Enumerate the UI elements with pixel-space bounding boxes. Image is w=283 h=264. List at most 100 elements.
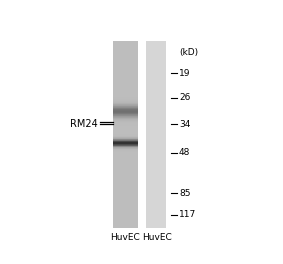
Bar	[113, 71, 138, 72]
Bar	[113, 170, 138, 171]
Bar	[113, 182, 138, 183]
Bar	[113, 223, 138, 224]
Bar	[113, 96, 138, 97]
Bar	[113, 123, 138, 124]
Bar	[113, 113, 138, 114]
Bar	[113, 150, 138, 151]
Bar	[113, 145, 138, 146]
Bar	[113, 213, 138, 214]
Bar	[113, 70, 138, 71]
Bar	[113, 80, 138, 81]
Bar	[113, 132, 138, 133]
Bar	[113, 146, 138, 147]
Bar	[113, 202, 138, 203]
Text: 85: 85	[179, 189, 190, 198]
Bar	[113, 208, 138, 209]
Bar	[113, 45, 138, 46]
Bar	[113, 88, 138, 89]
Bar	[113, 204, 138, 205]
Bar	[113, 180, 138, 181]
Bar	[113, 76, 138, 77]
Bar	[113, 72, 138, 73]
Bar	[113, 134, 138, 135]
Bar	[113, 158, 138, 159]
Bar	[113, 104, 138, 105]
Text: 34: 34	[179, 120, 190, 129]
Bar	[113, 66, 138, 67]
Bar	[113, 103, 138, 104]
Bar	[113, 141, 138, 142]
Bar	[113, 64, 138, 65]
Bar	[113, 112, 138, 113]
Bar	[113, 82, 138, 83]
Bar	[113, 85, 138, 86]
Bar	[113, 137, 138, 138]
Bar	[113, 215, 138, 216]
Bar	[113, 102, 138, 103]
Bar	[113, 46, 138, 47]
Bar	[113, 142, 138, 143]
Text: (kD): (kD)	[179, 48, 198, 56]
Bar	[113, 44, 138, 45]
Bar	[113, 205, 138, 206]
Bar	[113, 124, 138, 125]
Bar	[113, 209, 138, 210]
Bar	[113, 167, 138, 168]
Text: 117: 117	[179, 210, 196, 219]
Bar	[113, 106, 138, 107]
Bar	[113, 216, 138, 217]
Text: RM24: RM24	[70, 119, 98, 129]
Bar	[113, 128, 138, 129]
Bar	[113, 126, 138, 127]
Bar	[113, 207, 138, 208]
Bar	[113, 120, 138, 121]
Bar	[113, 118, 138, 119]
Bar	[113, 92, 138, 93]
Bar	[113, 149, 138, 150]
Bar	[113, 144, 138, 145]
Bar	[113, 53, 138, 54]
Bar	[113, 110, 138, 111]
Bar	[113, 192, 138, 193]
Bar	[113, 108, 138, 109]
Bar	[113, 210, 138, 211]
Bar	[113, 179, 138, 180]
Bar	[113, 101, 138, 102]
Bar	[113, 189, 138, 190]
Bar	[113, 151, 138, 152]
Bar	[113, 94, 138, 95]
Bar	[113, 155, 138, 156]
Bar	[113, 201, 138, 202]
Bar	[113, 148, 138, 149]
Bar	[113, 174, 138, 175]
Bar	[113, 173, 138, 174]
Bar	[113, 83, 138, 84]
Bar	[113, 55, 138, 56]
Bar	[113, 222, 138, 223]
Bar	[113, 63, 138, 64]
Bar	[113, 188, 138, 189]
Bar	[113, 183, 138, 184]
Bar	[113, 67, 138, 68]
Bar	[113, 95, 138, 96]
Bar	[113, 186, 138, 187]
Bar	[113, 107, 138, 108]
Bar	[113, 194, 138, 195]
Text: 19: 19	[179, 69, 190, 78]
Bar	[113, 225, 138, 226]
Bar	[113, 219, 138, 220]
Bar	[113, 100, 138, 101]
Bar	[113, 51, 138, 52]
Bar	[113, 227, 138, 228]
Bar	[113, 203, 138, 204]
Bar	[113, 175, 138, 176]
Bar	[113, 99, 138, 100]
Bar	[113, 176, 138, 177]
Bar	[113, 41, 138, 42]
Bar	[113, 105, 138, 106]
Bar	[113, 78, 138, 79]
Bar	[113, 117, 138, 118]
Bar	[113, 129, 138, 130]
Bar	[113, 97, 138, 98]
Bar	[113, 217, 138, 218]
